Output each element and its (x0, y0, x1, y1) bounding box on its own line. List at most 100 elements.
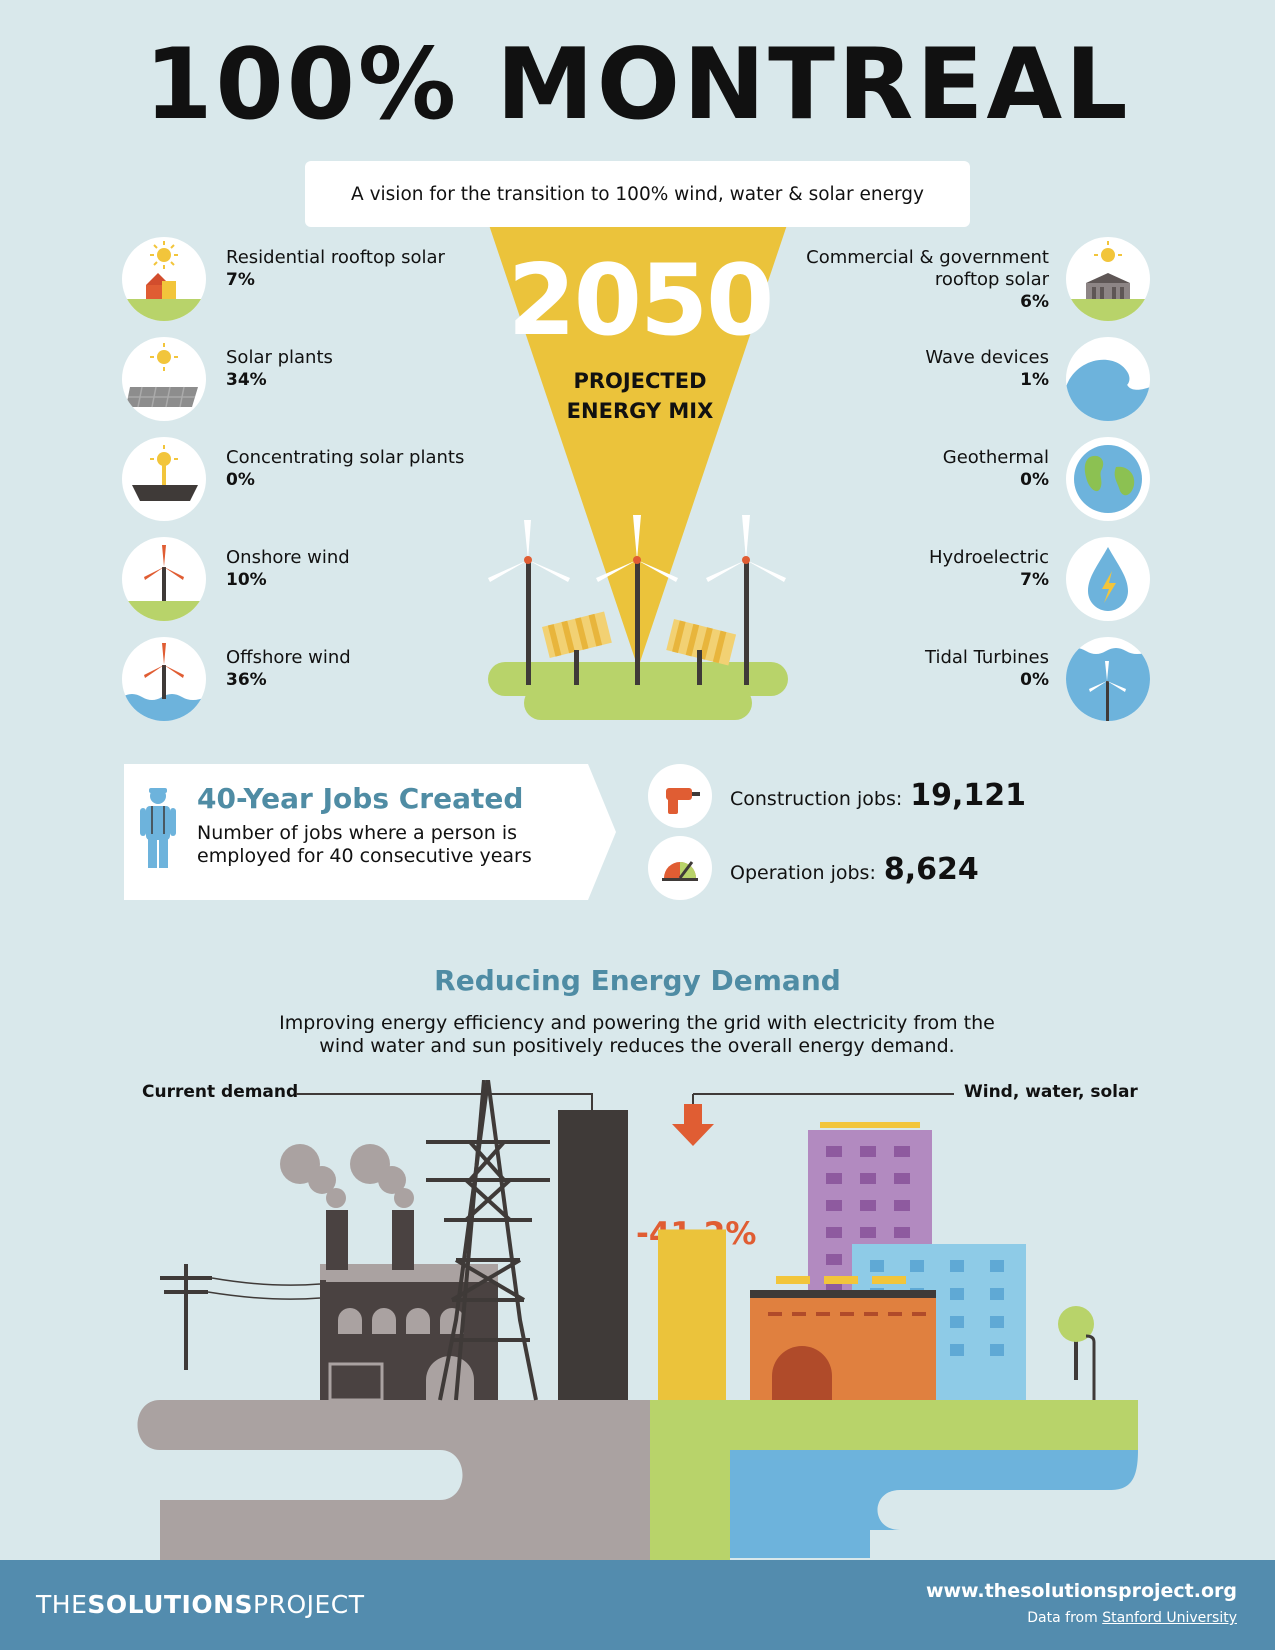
operation-jobs-value: 8,624 (883, 852, 979, 887)
street-lamp-icon (1085, 1334, 1096, 1400)
construction-jobs-label: Construction jobs: (730, 788, 903, 810)
source-label: Concentrating solar plants (226, 447, 465, 468)
wind-turbine-icon (706, 515, 786, 685)
current-demand-label: Current demand (142, 1082, 299, 1102)
window (826, 1173, 842, 1184)
logo-bold: SOLUTIONS (87, 1590, 254, 1619)
window (990, 1316, 1004, 1328)
source-label: Onshore wind (226, 547, 350, 568)
window (950, 1260, 964, 1272)
warehouse-icon (750, 1276, 936, 1400)
source-commercial-solar: Commercial & government rooftop solar 6% (789, 247, 1049, 313)
source-percent: 0% (1020, 670, 1049, 690)
source-hydroelectric: Hydroelectric 7% (789, 547, 1049, 591)
source-onshore-wind: Onshore wind 10% (226, 547, 466, 591)
window (990, 1288, 1004, 1300)
source-label: Commercial & government rooftop solar (806, 247, 1049, 290)
wind-turbine-icon (596, 515, 678, 685)
wave-icon (1066, 337, 1150, 421)
commercial-solar-icon (1066, 237, 1150, 321)
subtitle-text: A vision for the transition to 100% wind… (351, 183, 924, 205)
gauge-icon (648, 836, 712, 900)
source-label: Tidal Turbines (925, 647, 1049, 668)
logo-prefix: THE (36, 1590, 88, 1619)
footer (0, 1560, 1275, 1650)
center-illustration (488, 222, 788, 720)
source-label: Geothermal (942, 447, 1049, 468)
transmission-tower-icon (426, 1080, 550, 1401)
window (910, 1260, 924, 1272)
logo-suffix: PROJECT (253, 1590, 365, 1619)
subtitle-banner: A vision for the transition to 100% wind… (305, 161, 970, 227)
solutions-project-logo: THESOLUTIONSPROJECT (36, 1590, 365, 1619)
source-percent: 7% (1020, 570, 1049, 590)
website-link[interactable]: www.thesolutionsproject.org (925, 1580, 1237, 1602)
window (826, 1254, 842, 1265)
construction-jobs: Construction jobs: 19,121 (730, 778, 1026, 813)
source-tidal-turbines: Tidal Turbines 0% (789, 647, 1049, 691)
window (826, 1200, 842, 1211)
down-arrow-icon (672, 1104, 714, 1146)
demand-illustration (137, 1080, 1138, 1560)
mix-label-line1: PROJECTED (573, 369, 707, 393)
solar-plant-icon (122, 337, 206, 421)
current-demand-bar (558, 1110, 628, 1400)
drill-icon (648, 764, 712, 828)
window (990, 1260, 1004, 1272)
wws-demand-label: Wind, water, solar (964, 1082, 1138, 1102)
data-credit: Data from Stanford University (1027, 1610, 1237, 1626)
residential-solar-icon (122, 237, 206, 321)
source-label: Hydroelectric (928, 547, 1049, 568)
window (860, 1227, 876, 1238)
demand-title: Reducing Energy Demand (434, 964, 841, 997)
projection-year: 2050 (507, 244, 775, 358)
source-percent: 34% (226, 370, 267, 390)
window (860, 1146, 876, 1157)
page-title: 100% MONTREAL (144, 28, 1131, 142)
window (860, 1200, 876, 1211)
window (826, 1227, 842, 1238)
source-concentrating-solar: Concentrating solar plants 0% (226, 447, 466, 491)
source-wave-devices: Wave devices 1% (789, 347, 1049, 391)
source-label: Offshore wind (226, 647, 351, 668)
window (894, 1146, 910, 1157)
source-percent: 10% (226, 570, 267, 590)
utility-pole-icon (160, 1264, 321, 1370)
source-solar-plants: Solar plants 34% (226, 347, 466, 391)
onshore-wind-icon (122, 537, 206, 621)
window (894, 1173, 910, 1184)
demand-description: Improving energy efficiency and powering… (279, 1012, 995, 1057)
window (826, 1146, 842, 1157)
concentrating-solar-icon (122, 437, 206, 521)
window (950, 1316, 964, 1328)
credit-prefix: Data from (1027, 1610, 1098, 1626)
source-percent: 0% (226, 470, 255, 490)
window (860, 1173, 876, 1184)
source-geothermal: Geothermal 0% (789, 447, 1049, 491)
window (870, 1260, 884, 1272)
window (894, 1227, 910, 1238)
source-percent: 7% (226, 270, 255, 290)
window (990, 1344, 1004, 1356)
jobs-title: 40-Year Jobs Created (197, 782, 524, 815)
window (826, 1281, 842, 1292)
offshore-wind-icon (122, 637, 206, 721)
current-demand-leader (296, 1093, 593, 1114)
wws-demand-bar (658, 1229, 726, 1400)
tree-icon (1058, 1306, 1094, 1380)
construction-jobs-value: 19,121 (910, 778, 1027, 813)
mix-label-line2: ENERGY MIX (566, 399, 714, 423)
source-label: Solar plants (226, 347, 333, 368)
window (950, 1344, 964, 1356)
source-percent: 0% (1020, 470, 1049, 490)
wind-turbine-icon (488, 520, 570, 685)
window (950, 1288, 964, 1300)
stanford-link[interactable]: Stanford University (1102, 1610, 1237, 1626)
source-label: Residential rooftop solar (226, 247, 445, 268)
worker-icon (140, 788, 176, 868)
source-percent: 36% (226, 670, 267, 690)
source-residential-solar: Residential rooftop solar 7% (226, 247, 466, 291)
source-offshore-wind: Offshore wind 36% (226, 647, 466, 691)
projected-mix-label: PROJECTED ENERGY MIX (520, 366, 760, 426)
source-percent: 1% (1020, 370, 1049, 390)
